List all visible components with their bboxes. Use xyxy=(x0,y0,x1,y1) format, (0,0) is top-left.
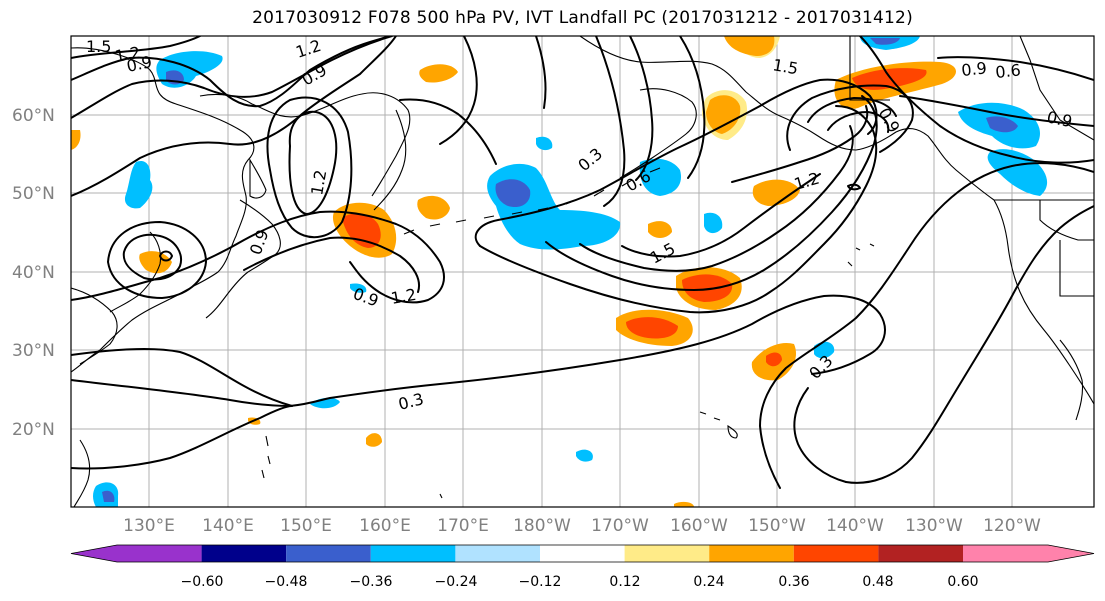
colorbar-tick-label: 0.12 xyxy=(609,574,640,590)
contour-label: 1.2 xyxy=(389,285,417,308)
lat-label: 50°N xyxy=(12,184,55,204)
colorbar-segment xyxy=(540,545,625,562)
colorbar-segment xyxy=(370,545,456,562)
colorbar-tick-label: −0.36 xyxy=(350,574,393,590)
lat-label: 40°N xyxy=(12,263,55,283)
colorbar-segment xyxy=(201,545,287,562)
lon-label: 170°W xyxy=(591,516,649,536)
colorbar-tick-label: −0.48 xyxy=(265,574,308,590)
lon-label: 160°E xyxy=(359,516,411,536)
lon-label: 120°W xyxy=(983,516,1041,536)
lon-label: 140°W xyxy=(826,516,884,536)
lat-label: 20°N xyxy=(12,420,55,440)
colorbar-segment xyxy=(709,545,794,562)
colorbar-tick-label: −0.24 xyxy=(435,574,478,590)
colorbar-segment xyxy=(793,545,879,562)
map-frame xyxy=(70,35,1095,508)
colorbar-segment xyxy=(286,545,371,562)
lat-label: 60°N xyxy=(12,106,55,126)
contour-label: 0.9 xyxy=(960,58,987,80)
pv-contours xyxy=(71,36,1094,489)
colorbar: −0.60 −0.48 −0.36 −0.24 −0.12 0.12 0.24 … xyxy=(70,544,1095,590)
contour-label: 1.5 xyxy=(771,55,799,78)
lon-label: 160°W xyxy=(670,516,728,536)
colorbar-ticks: −0.60 −0.48 −0.36 −0.24 −0.12 0.12 0.24 … xyxy=(181,574,979,590)
contour-label: 1.5 xyxy=(86,37,111,56)
lat-axis: 60°N 50°N 40°N 30°N 20°N xyxy=(12,106,55,440)
contour-label: 0.6 xyxy=(994,60,1021,82)
lon-label: 130°W xyxy=(905,516,963,536)
contour-label: 1.2 xyxy=(113,43,141,66)
lon-label: 150°W xyxy=(748,516,806,536)
colorbar-segment xyxy=(624,545,710,562)
contour-label: 0.9 xyxy=(1045,107,1074,131)
colorbar-tick-label: −0.60 xyxy=(181,574,224,590)
colorbar-segment xyxy=(71,545,202,562)
lon-label: 170°E xyxy=(437,516,489,536)
lon-label: 130°E xyxy=(123,516,175,536)
coastlines xyxy=(71,36,1094,507)
contour-label: 1.2 xyxy=(307,168,330,196)
map-title: 2017030912 F078 500 hPa PV, IVT Landfall… xyxy=(252,8,913,28)
colorbar-tick-label: −0.12 xyxy=(519,574,562,590)
lon-label: 150°E xyxy=(280,516,332,536)
lat-label: 30°N xyxy=(12,341,55,361)
colorbar-segment xyxy=(455,545,540,562)
colorbar-tick-label: 0.48 xyxy=(862,574,893,590)
colorbar-outline xyxy=(70,544,1095,563)
colorbar-tick-label: 0.24 xyxy=(693,574,724,590)
colorbar-segment xyxy=(878,545,963,562)
colorbar-tick-label: 0.36 xyxy=(778,574,809,590)
lon-label: 140°E xyxy=(202,516,254,536)
lon-label: 180°W xyxy=(513,516,571,536)
colorbar-tick-label: 0.60 xyxy=(947,574,978,590)
contour-label: 0.9 xyxy=(125,52,154,76)
lon-axis: 130°E 140°E 150°E 160°E 170°E 180°W 170°… xyxy=(123,516,1041,536)
colorbar-segment xyxy=(963,545,1094,562)
